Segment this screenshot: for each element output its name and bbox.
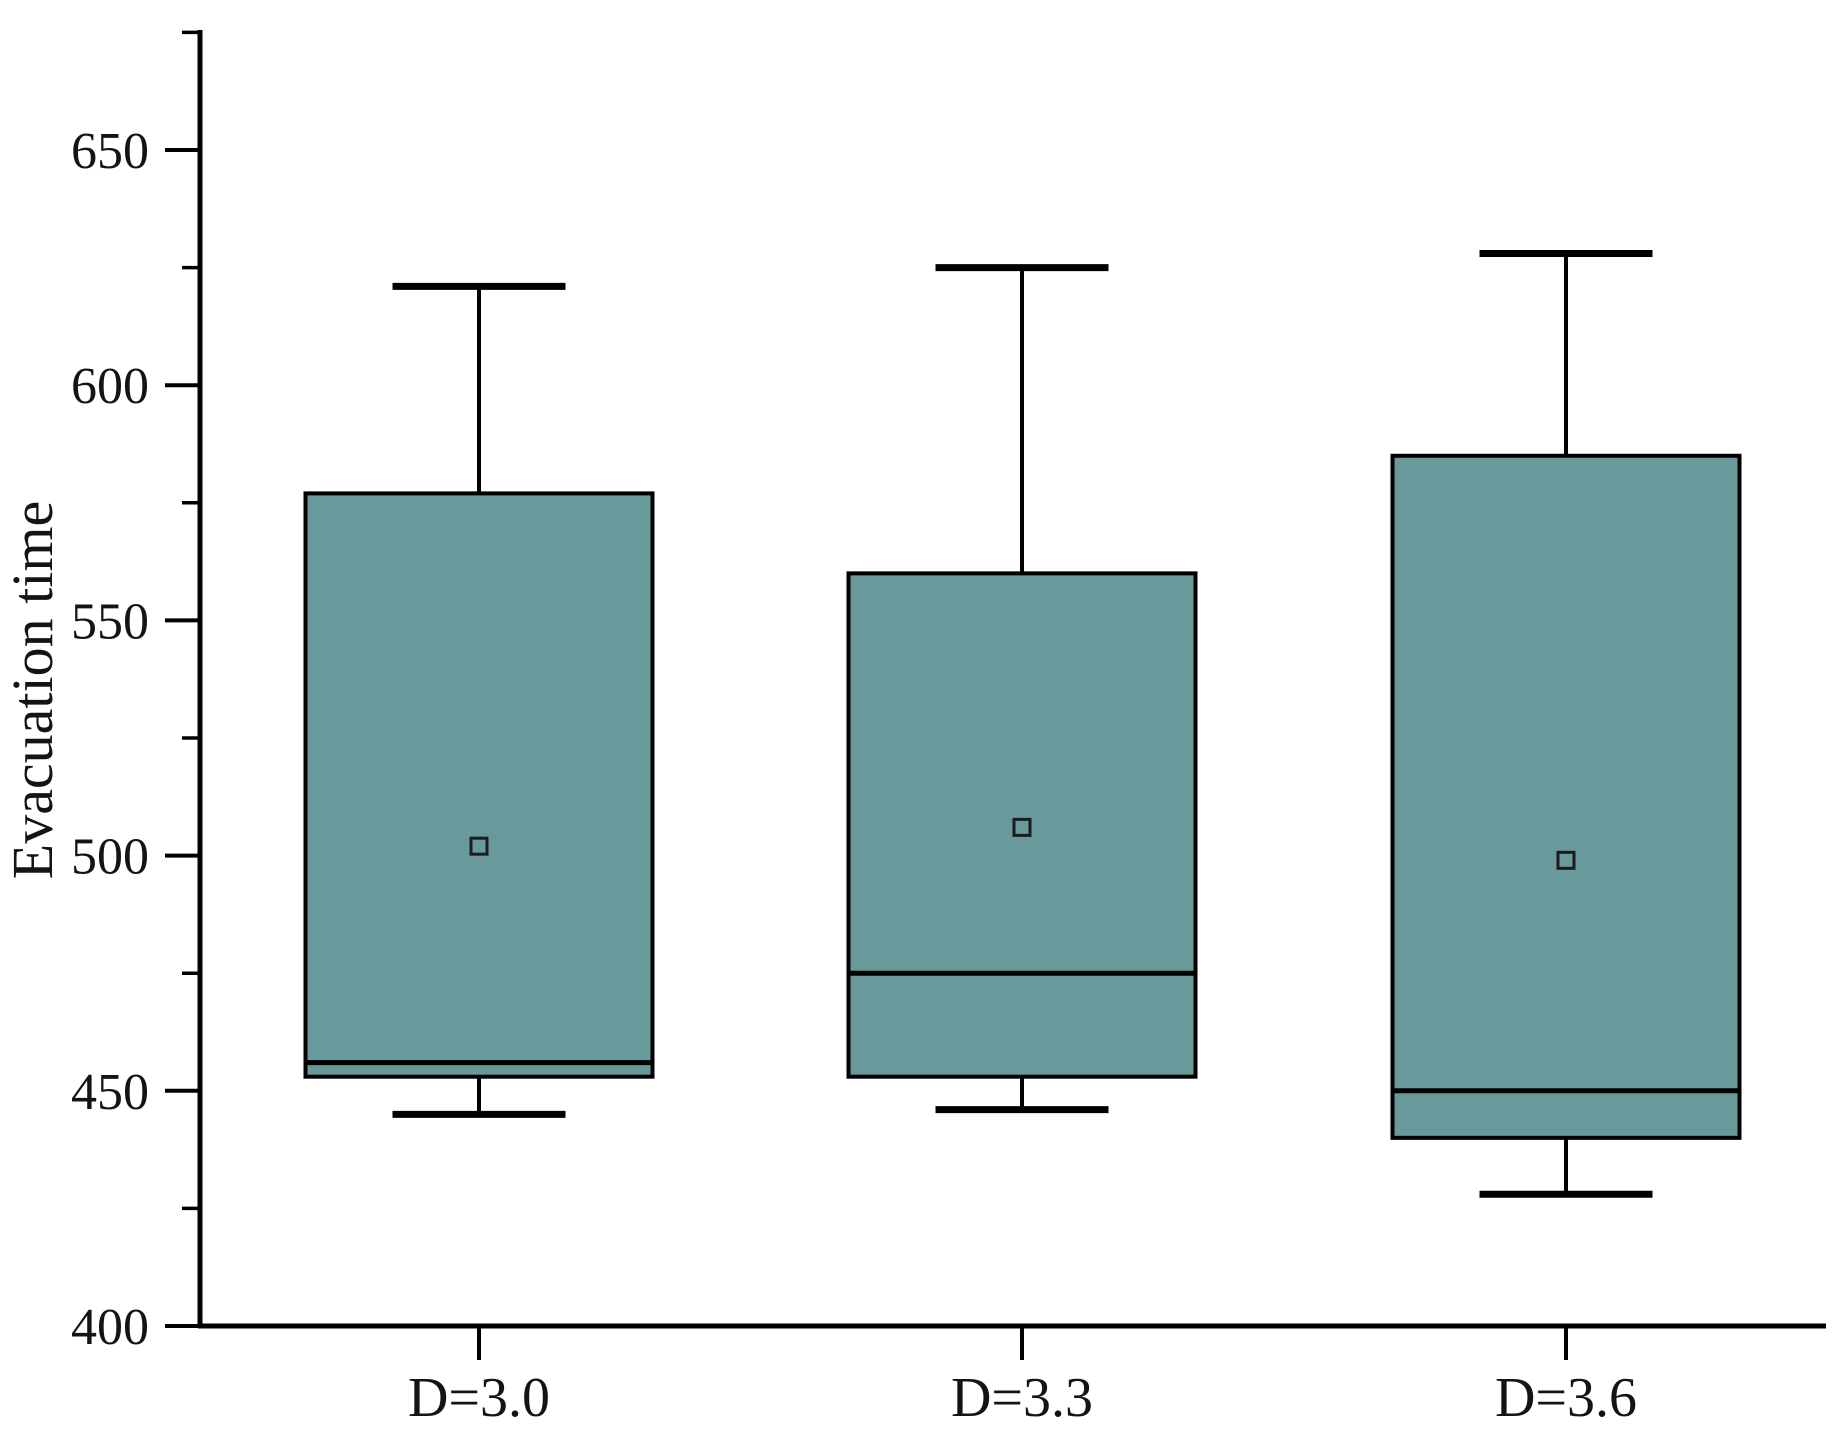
mean-marker-D-3.6 bbox=[1556, 850, 1576, 870]
x-tick-label-D-3.0: D=3.0 bbox=[408, 1367, 550, 1429]
x-tick-label-D-3.6: D=3.6 bbox=[1495, 1367, 1637, 1429]
box-D-3.6 bbox=[1390, 453, 1742, 1140]
y-tick-label-600: 600 bbox=[71, 358, 149, 415]
mean-marker-D-3.3 bbox=[1012, 817, 1032, 837]
box-D-3.3 bbox=[846, 571, 1198, 1079]
x-tick-label-D-3.3: D=3.3 bbox=[951, 1367, 1093, 1429]
y-axis-title: Evacuation time bbox=[0, 501, 65, 879]
box-D-3.0 bbox=[303, 491, 655, 1079]
y-tick-label-500: 500 bbox=[71, 829, 149, 886]
y-tick-label-450: 450 bbox=[71, 1064, 149, 1121]
y-tick-label-650: 650 bbox=[71, 123, 149, 180]
mean-marker-D-3.0 bbox=[469, 836, 489, 856]
y-tick-label-550: 550 bbox=[71, 593, 149, 650]
y-tick-label-400: 400 bbox=[71, 1299, 149, 1356]
